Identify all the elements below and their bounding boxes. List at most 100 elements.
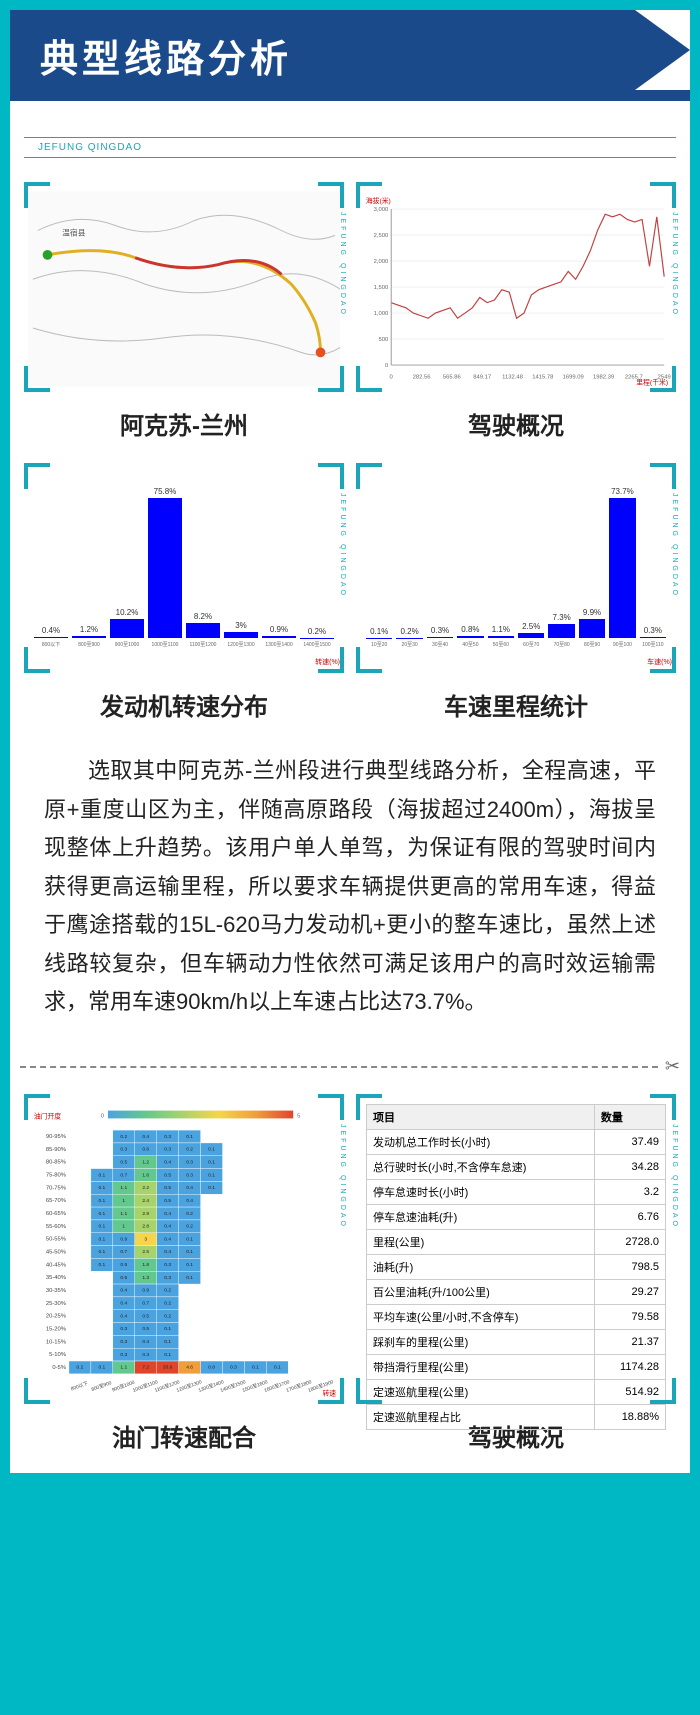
svg-text:0.5: 0.5 [164, 1197, 171, 1203]
svg-text:2.9: 2.9 [142, 1210, 149, 1216]
svg-text:0.5: 0.5 [120, 1159, 127, 1165]
svg-text:800以下: 800以下 [70, 1380, 89, 1392]
panel-brand-label: JEFUNG QINGDAO [671, 212, 678, 317]
svg-text:1.8: 1.8 [142, 1262, 149, 1268]
svg-text:3: 3 [144, 1236, 147, 1242]
bar: 10.2% 900至1000 [110, 608, 144, 648]
table-row: 停车怠速油耗(升)6.76 [367, 1204, 666, 1229]
svg-text:65-70%: 65-70% [46, 1198, 66, 1204]
svg-text:0.5: 0.5 [164, 1172, 171, 1178]
svg-text:0.4: 0.4 [164, 1210, 171, 1216]
bar: 0.2% 1400至1500 [300, 627, 334, 648]
elevation-caption: 驾驶概况 [356, 406, 676, 441]
svg-text:800至900: 800至900 [91, 1380, 113, 1393]
svg-text:55-60%: 55-60% [46, 1223, 66, 1229]
svg-text:2.8: 2.8 [142, 1223, 149, 1229]
svg-text:0.4: 0.4 [164, 1236, 171, 1242]
elevation-panel: JEFUNG QINGDAO 05001,0001,5002,0002,5003… [356, 182, 676, 441]
svg-text:1132.48: 1132.48 [502, 375, 523, 381]
bar: 73.7% 90至100 [609, 487, 635, 648]
svg-text:0.3: 0.3 [164, 1262, 171, 1268]
svg-text:1: 1 [122, 1223, 125, 1229]
svg-text:0.1: 0.1 [98, 1172, 105, 1178]
bar: 0.4% 800以下 [34, 626, 68, 648]
svg-text:0.2: 0.2 [164, 1287, 171, 1293]
svg-text:0.4: 0.4 [164, 1249, 171, 1255]
svg-text:5: 5 [297, 1113, 300, 1119]
svg-text:0.2: 0.2 [77, 1364, 84, 1370]
table-row: 定速巡航里程(公里)514.92 [367, 1379, 666, 1404]
svg-text:0.4: 0.4 [186, 1197, 193, 1203]
svg-text:0.3: 0.3 [120, 1326, 127, 1332]
svg-text:0.1: 0.1 [208, 1159, 215, 1165]
svg-text:0.4: 0.4 [120, 1313, 127, 1319]
svg-text:0.1: 0.1 [186, 1249, 193, 1255]
svg-text:0.3: 0.3 [120, 1146, 127, 1152]
svg-text:0.1: 0.1 [98, 1223, 105, 1229]
svg-text:2.4: 2.4 [142, 1197, 149, 1203]
svg-text:1982.39: 1982.39 [593, 375, 614, 381]
svg-text:1.1: 1.1 [120, 1364, 127, 1370]
svg-text:0.1: 0.1 [208, 1185, 215, 1191]
svg-text:0.5: 0.5 [120, 1262, 127, 1268]
svg-text:0.4: 0.4 [142, 1133, 149, 1139]
svg-text:35-40%: 35-40% [46, 1275, 66, 1281]
svg-text:0.1: 0.1 [98, 1210, 105, 1216]
page: 典型线路分析 JEFUNG QINGDAO JEFUNG QINGDAO 温宿县 [10, 10, 690, 1473]
stats-frame: JEFUNG QINGDAO 项目数量发动机总工作时长(小时)37.49总行驶时… [356, 1094, 676, 1404]
analysis-paragraph: 选取其中阿克苏-兰州段进行典型线路分析，全程高速，平原+重度山区为主，伴随高原路… [10, 722, 690, 1050]
svg-text:7.2: 7.2 [142, 1364, 149, 1370]
scissors-icon: ✂ [665, 1056, 680, 1077]
svg-text:30-35%: 30-35% [46, 1288, 66, 1294]
svg-text:0.5: 0.5 [142, 1326, 149, 1332]
svg-text:1.1: 1.1 [120, 1210, 127, 1216]
svg-text:0.1: 0.1 [208, 1172, 215, 1178]
scissor-divider: ✂ [20, 1056, 680, 1076]
bar: 8.2% 1100至1200 [186, 612, 220, 648]
svg-text:温宿县: 温宿县 [62, 227, 86, 237]
map-frame: JEFUNG QINGDAO 温宿县 [24, 182, 344, 392]
bar: 0.1% 10至20 [366, 627, 392, 648]
svg-text:500: 500 [379, 337, 390, 343]
svg-text:0.1: 0.1 [98, 1185, 105, 1191]
svg-text:0.9: 0.9 [120, 1236, 127, 1242]
bar: 2.5% 60至70 [518, 622, 544, 648]
svg-text:0.7: 0.7 [120, 1172, 127, 1178]
table-row: 带挡滑行里程(公里)1174.28 [367, 1354, 666, 1379]
bar: 1.2% 800至900 [72, 625, 106, 648]
svg-text:1699.09: 1699.09 [563, 375, 584, 381]
panel-brand-label: JEFUNG QINGDAO [671, 493, 678, 598]
svg-text:85-90%: 85-90% [46, 1146, 66, 1152]
stats-panel: JEFUNG QINGDAO 项目数量发动机总工作时长(小时)37.49总行驶时… [356, 1094, 676, 1453]
svg-text:10-15%: 10-15% [46, 1339, 66, 1345]
stats-col-header: 项目 [367, 1104, 595, 1129]
table-row: 油耗(升)798.5 [367, 1254, 666, 1279]
brand-band: JEFUNG QINGDAO [24, 137, 676, 158]
svg-text:0.1: 0.1 [164, 1326, 171, 1332]
svg-text:0.3: 0.3 [120, 1351, 127, 1357]
heatmap-caption: 油门转速配合 [24, 1418, 344, 1453]
svg-text:0.1: 0.1 [186, 1133, 193, 1139]
svg-text:0.1: 0.1 [186, 1274, 193, 1280]
svg-text:0.5: 0.5 [142, 1313, 149, 1319]
table-row: 定速巡航里程占比18.88% [367, 1404, 666, 1429]
elevation-frame: JEFUNG QINGDAO 05001,0001,5002,0002,5003… [356, 182, 676, 392]
bar: 9.9% 80至90 [579, 608, 605, 648]
bar: 0.9% 1300至1400 [262, 625, 296, 648]
svg-text:0.3: 0.3 [230, 1364, 237, 1370]
speed-frame: JEFUNG QINGDAO 0.1% 10至20 0.2% 20至30 0.3… [356, 463, 676, 673]
svg-text:0-5%: 0-5% [52, 1364, 66, 1370]
svg-text:0: 0 [101, 1113, 105, 1119]
speed-axis-label: 车速(%) [647, 657, 672, 667]
svg-text:0.1: 0.1 [98, 1197, 105, 1203]
stats-table: 项目数量发动机总工作时长(小时)37.49总行驶时长(小时,不含停车怠速)34.… [366, 1104, 666, 1430]
svg-text:849.17: 849.17 [473, 375, 491, 381]
svg-text:40-45%: 40-45% [46, 1262, 66, 1268]
rpm-caption: 发动机转速分布 [24, 687, 344, 722]
svg-text:0.2: 0.2 [120, 1133, 127, 1139]
svg-text:0.4: 0.4 [186, 1185, 193, 1191]
svg-text:20-25%: 20-25% [46, 1313, 66, 1319]
svg-text:0.5: 0.5 [120, 1274, 127, 1280]
panel-brand-label: JEFUNG QINGDAO [339, 493, 346, 598]
svg-text:565.86: 565.86 [443, 375, 461, 381]
